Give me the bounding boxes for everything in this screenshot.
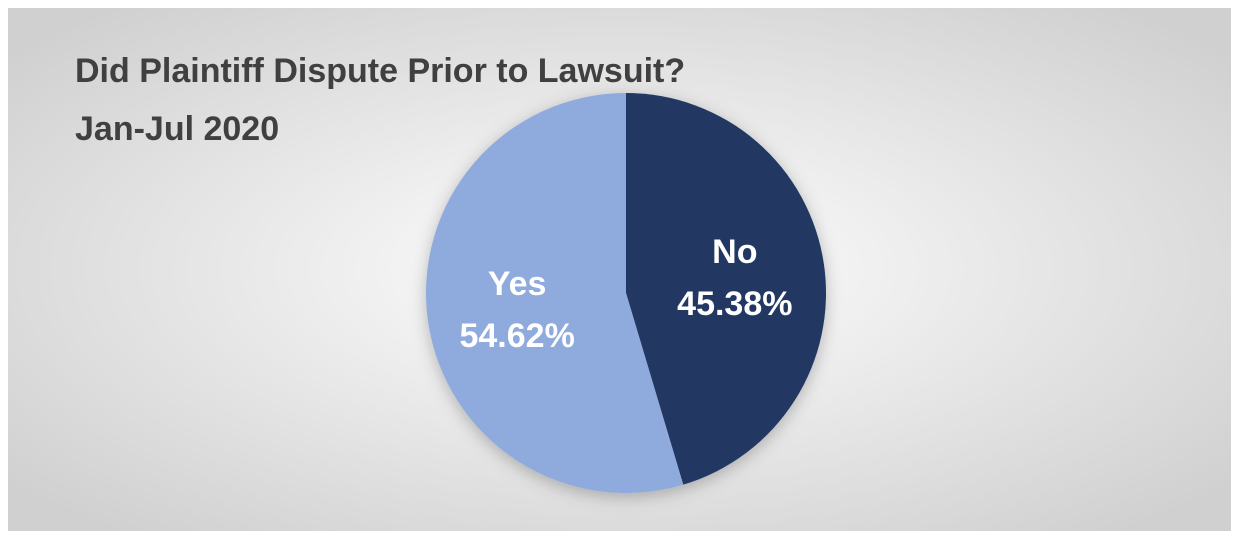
slice-category-label: No [712,233,757,271]
slice-value-label: 54.62% [459,317,574,355]
pie-slice [425,93,684,493]
slice-category-label: Yes [488,265,547,303]
pie [425,93,826,493]
chart-title: Did Plaintiff Dispute Prior to Lawsuit? [75,52,685,90]
chart-subtitle: Jan-Jul 2020 [75,110,279,148]
slice-value-label: 45.38% [677,285,792,323]
pie-slice [626,93,826,485]
